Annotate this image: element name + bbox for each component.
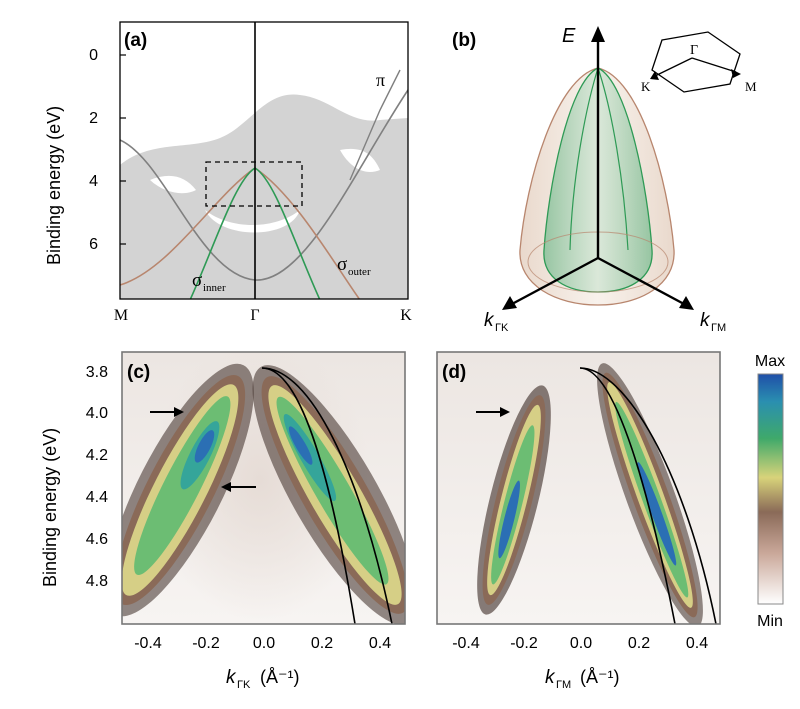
panel-a-plot-area xyxy=(120,22,408,299)
panel-c-xticks: -0.4 -0.2 0.0 0.2 0.4 xyxy=(134,635,391,652)
axis-k-gm-label: k ΓM xyxy=(700,310,726,334)
panel-c-frame xyxy=(121,351,406,625)
a-ytick-2: 2 xyxy=(89,110,98,127)
c-ytick-4.6: 4.6 xyxy=(86,531,108,548)
panel-a-ylabel: Binding energy (eV) xyxy=(44,106,64,265)
svg-text:ΓM: ΓM xyxy=(556,679,571,691)
arpes-band-d-left xyxy=(477,385,551,615)
c-ytick-4.2: 4.2 xyxy=(86,447,108,464)
panel-c-xlabel: k ΓK (Å⁻¹) xyxy=(226,667,300,691)
panel-d-plot-area xyxy=(437,352,720,624)
zoom-region-box xyxy=(205,161,303,207)
panel-d-xlabel: k ΓM (Å⁻¹) xyxy=(545,667,620,691)
d-xtick-m0.2: -0.2 xyxy=(510,635,538,652)
d-xtick-m0.4: -0.4 xyxy=(452,635,480,652)
brillouin-zone-hexagon xyxy=(651,31,741,93)
panel-a-label: (a) xyxy=(124,30,147,51)
arrows xyxy=(150,407,256,492)
svg-text:(Å⁻¹): (Å⁻¹) xyxy=(260,667,300,687)
arpes-band-left xyxy=(122,363,254,617)
d-dispersion-inner xyxy=(579,367,676,624)
c-ytick-4.4: 4.4 xyxy=(86,489,108,506)
panel-b-label: (b) xyxy=(452,30,476,51)
d-dispersion-outer xyxy=(579,367,717,624)
panel-c-plot-area xyxy=(122,352,405,624)
axis-k-gk-arrow xyxy=(502,296,517,310)
panel-c: (c) Binding energy (eV) 3.8 4.0 4.2 4.4 … xyxy=(40,351,406,691)
c-xtick-0.4: 0.4 xyxy=(369,635,391,652)
panel-a-ytick-marks xyxy=(120,54,126,245)
svg-text:k: k xyxy=(484,310,495,331)
svg-text:k: k xyxy=(226,667,237,688)
axis-e-arrow xyxy=(591,26,605,42)
inner-cone-ridge-left xyxy=(569,67,599,251)
a-ytick-4: 4 xyxy=(89,173,98,190)
svg-text:ΓK: ΓK xyxy=(237,679,251,691)
axis-k-gk-label: k ΓK xyxy=(484,310,509,334)
pi-label: π xyxy=(376,70,385,90)
svg-text:k: k xyxy=(545,667,556,688)
c-xtick-0.2: 0.2 xyxy=(311,635,333,652)
panel-d-xticks: -0.4 -0.2 0.0 0.2 0.4 xyxy=(452,635,708,652)
colorbar-max-label: Max xyxy=(755,353,785,370)
a-xtick-m: M xyxy=(114,307,128,324)
a-ytick-6: 6 xyxy=(89,236,98,253)
svg-text:ΓK: ΓK xyxy=(495,322,509,334)
svg-text:(Å⁻¹): (Å⁻¹) xyxy=(580,667,620,687)
c-xtick-m0.2: -0.2 xyxy=(192,635,220,652)
c-dispersion-outer xyxy=(261,367,393,624)
sigma-outer-label: σ outer xyxy=(337,254,371,278)
white-gap-left xyxy=(150,175,196,194)
d-xtick-0.0: 0.0 xyxy=(570,635,592,652)
axis-e-label: E xyxy=(562,25,576,47)
svg-text:k: k xyxy=(700,310,711,331)
c-xtick-0.0: 0.0 xyxy=(253,635,275,652)
svg-text:ΓM: ΓM xyxy=(711,322,726,334)
inner-cone-ridge-right xyxy=(597,67,629,251)
colorbar: Max Min xyxy=(755,353,785,630)
panel-d-label: (d) xyxy=(442,362,466,383)
a-xtick-gamma: Γ xyxy=(250,307,259,324)
panel-a: (a) Binding energy (eV) 0 2 4 6 M Γ K π … xyxy=(44,21,412,324)
panel-a-yticks: 0 2 4 6 xyxy=(89,47,98,253)
pi-band-upper xyxy=(349,69,401,181)
axis-k-gm xyxy=(597,256,685,306)
panel-a-frame xyxy=(119,21,409,300)
colorbar-gradient xyxy=(757,373,784,605)
c-ytick-3.8: 3.8 xyxy=(86,364,108,381)
panel-b: (b) E k ΓK k ΓM Γ K M xyxy=(452,25,757,334)
c-xtick-m0.4: -0.4 xyxy=(134,635,162,652)
c-dispersion-inner xyxy=(261,367,356,624)
a-ytick-0: 0 xyxy=(89,47,98,64)
panel-a-xticks: M Γ K xyxy=(114,307,412,324)
white-gap-right xyxy=(340,148,380,172)
bz-m-label: M xyxy=(745,79,757,94)
brillouin-zone-inset: Γ K M xyxy=(641,31,757,94)
c-ytick-4.8: 4.8 xyxy=(86,573,108,590)
axis-k-gk xyxy=(511,256,599,306)
svg-text:σ: σ xyxy=(337,254,347,275)
arpes-band-right xyxy=(252,365,405,624)
axis-k-gm-arrow xyxy=(679,296,694,310)
svg-text:outer: outer xyxy=(348,266,371,278)
a-xtick-k: K xyxy=(400,307,412,324)
gray-projected-bands xyxy=(120,94,408,299)
sigma-inner-label: σ inner xyxy=(192,270,226,294)
panel-c-ylabel: Binding energy (eV) xyxy=(40,428,60,587)
svg-text:inner: inner xyxy=(203,282,226,294)
panel-d: (d) -0.4 -0.2 0.0 0.2 0.4 k ΓM (Å⁻¹) xyxy=(436,351,721,691)
colorbar-min-label: Min xyxy=(757,613,783,630)
white-gap-center xyxy=(205,210,300,233)
c-ytick-4.0: 4.0 xyxy=(86,405,108,422)
d-xtick-0.4: 0.4 xyxy=(686,635,708,652)
panel-c-label: (c) xyxy=(127,362,150,383)
svg-text:σ: σ xyxy=(192,270,202,291)
bz-gamma-label: Γ xyxy=(690,43,698,58)
bz-k-label: K xyxy=(641,79,651,94)
panel-c-yticks: 3.8 4.0 4.2 4.4 4.6 4.8 xyxy=(86,364,108,590)
d-xtick-0.2: 0.2 xyxy=(628,635,650,652)
panel-d-frame xyxy=(436,351,721,625)
